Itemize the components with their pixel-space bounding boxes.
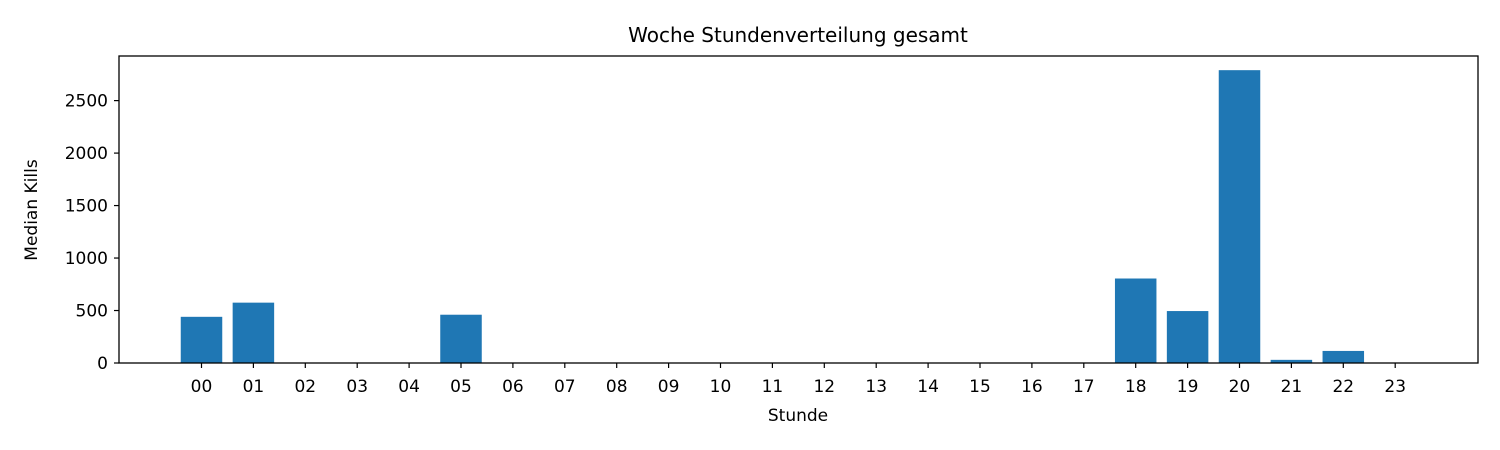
x-tick-label-21: 21	[1281, 377, 1303, 397]
y-tick-label-0: 0	[97, 354, 108, 374]
x-tick-label-16: 16	[1021, 377, 1043, 397]
plot-area: 00 01 02 03 04 05 06 07 08 09 10 11 12 13 14 15 16 17 18 19…	[65, 70, 1406, 397]
bar-21	[1270, 359, 1313, 363]
x-tick-label-06: 06	[502, 377, 524, 397]
x-tick-label-00: 00	[191, 377, 213, 397]
bar-18	[1114, 278, 1157, 363]
y-tick-label-500: 500	[76, 302, 108, 322]
y-axis-title: Median Kills	[22, 159, 42, 261]
x-tick-label-14: 14	[917, 377, 939, 397]
x-tick-label-23: 23	[1384, 377, 1406, 397]
bar-01	[232, 302, 275, 363]
x-tick-label-13: 13	[865, 377, 887, 397]
y-tick-label-2000: 2000	[65, 144, 108, 164]
x-tick-label-02: 02	[294, 377, 316, 397]
x-tick-label-08: 08	[606, 377, 628, 397]
x-tick-label-18: 18	[1125, 377, 1147, 397]
chart-title: Woche Stundenverteilung gesamt	[628, 23, 968, 47]
x-tick-label-07: 07	[554, 377, 576, 397]
x-tick-label-09: 09	[658, 377, 680, 397]
x-tick-label-03: 03	[346, 377, 368, 397]
bar-00	[180, 316, 223, 363]
plot-frame	[118, 55, 1479, 364]
x-tick-label-10: 10	[710, 377, 732, 397]
x-tick-label-20: 20	[1229, 377, 1251, 397]
x-tick-label-15: 15	[969, 377, 991, 397]
x-tick-label-12: 12	[813, 377, 835, 397]
x-tick-label-22: 22	[1332, 377, 1354, 397]
x-tick-label-05: 05	[450, 377, 472, 397]
x-axis-title: Stunde	[768, 406, 828, 426]
x-tick-label-01: 01	[243, 377, 265, 397]
bar-22	[1322, 350, 1365, 363]
x-tick-label-11: 11	[762, 377, 784, 397]
y-tick-label-2500: 2500	[65, 92, 108, 112]
y-tick-label-1000: 1000	[65, 249, 108, 269]
bar-05	[440, 314, 482, 363]
bar-19	[1166, 311, 1209, 363]
bar-20	[1218, 70, 1261, 364]
x-tick-label-19: 19	[1177, 377, 1199, 397]
x-tick-label-04: 04	[398, 377, 420, 397]
x-tick-label-17: 17	[1073, 377, 1095, 397]
y-tick-label-1500: 1500	[65, 197, 108, 217]
